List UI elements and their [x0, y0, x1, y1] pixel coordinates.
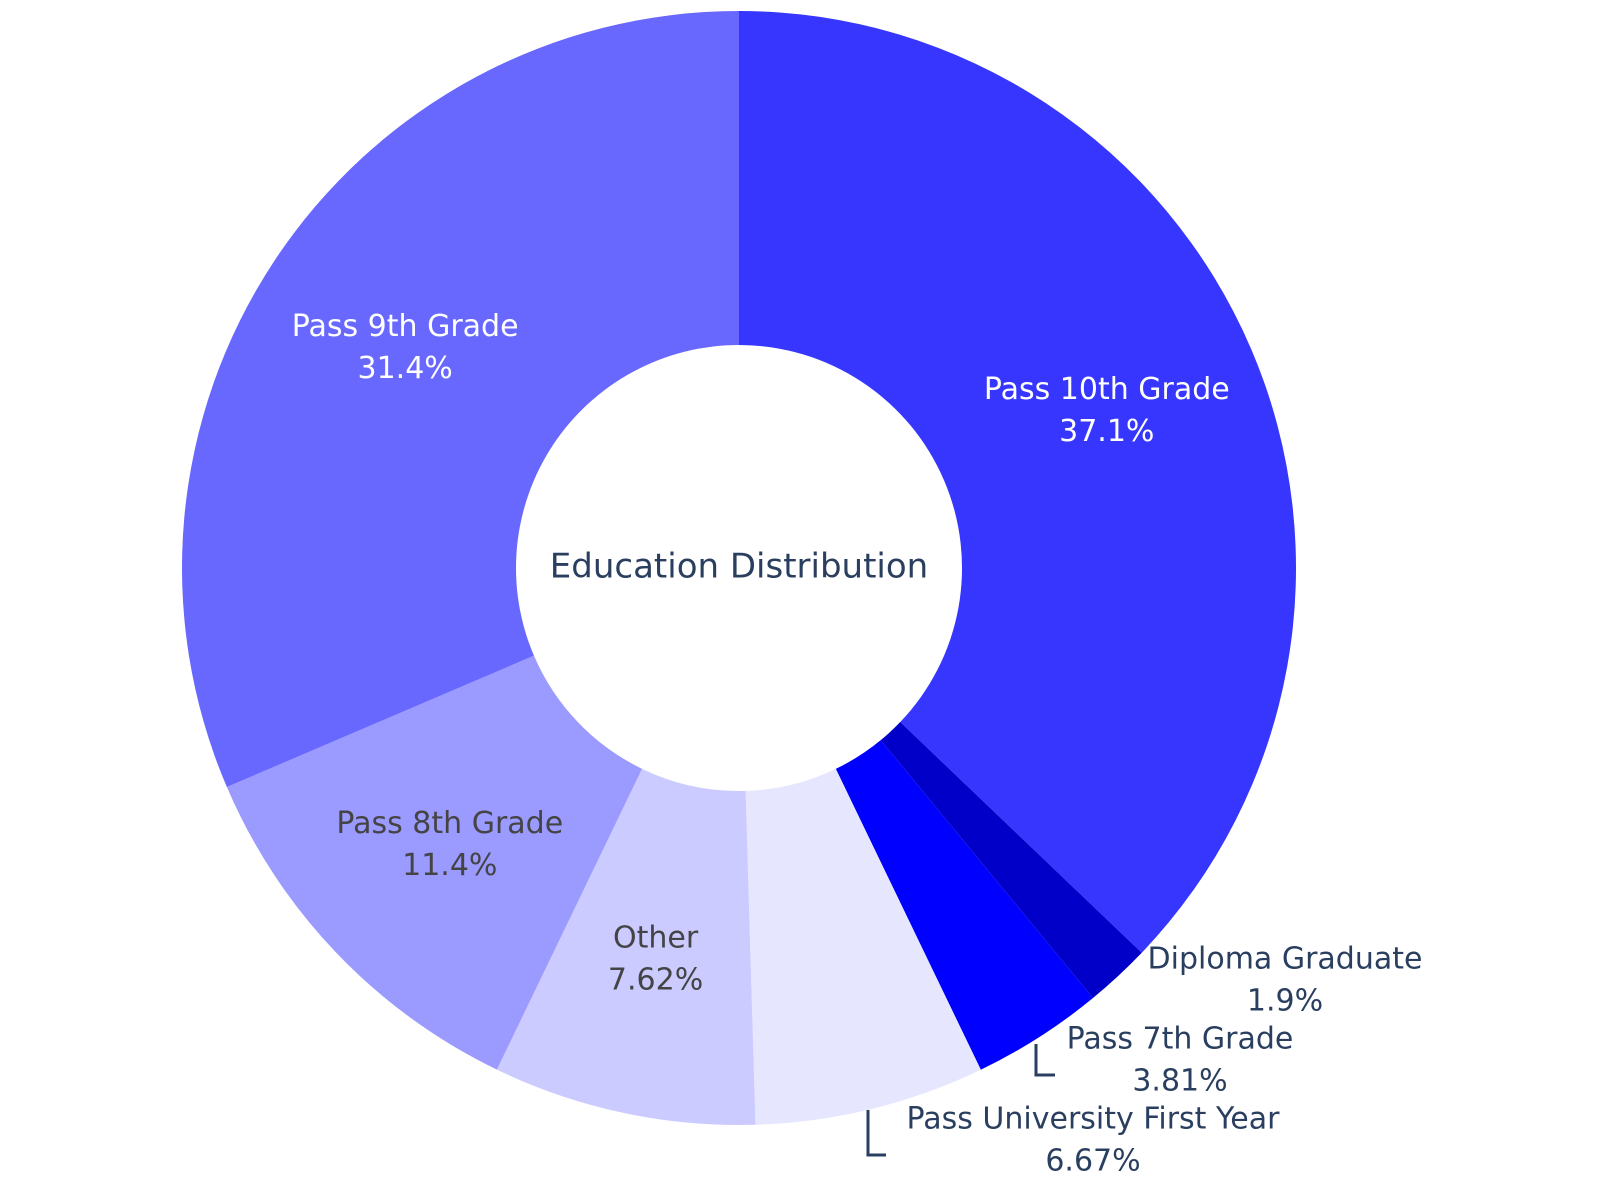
slice-percent-pass-7th-grade: 3.81%: [1132, 1064, 1227, 1099]
slice-label-diploma-graduate: Diploma Graduate: [1148, 942, 1423, 977]
slice-label-pass-9th-grade: Pass 9th Grade: [292, 309, 519, 344]
slice-percent-pass-9th-grade: 31.4%: [357, 351, 452, 386]
slices-layer: [182, 11, 1297, 1126]
slice-pass-7th-grade[interactable]: [835, 740, 1093, 1070]
slice-percent-pass-8th-grade: 11.4%: [402, 848, 497, 883]
slice-label-pass-10th-grade: Pass 10th Grade: [984, 372, 1230, 407]
slice-pass-9th-grade[interactable]: [182, 11, 739, 788]
slice-percent-pass-10th-grade: 37.1%: [1059, 414, 1154, 449]
chart-title: Education Distribution: [550, 547, 928, 587]
slice-label-pass-8th-grade: Pass 8th Grade: [336, 806, 563, 841]
slice-pass-university-first-year[interactable]: [745, 768, 981, 1125]
leader-line-pass-university-first-year: [866, 1110, 886, 1157]
slice-label-other: Other: [613, 921, 699, 956]
slice-label-pass-university-first-year: Pass University First Year: [907, 1102, 1281, 1137]
slice-label-pass-7th-grade: Pass 7th Grade: [1067, 1022, 1294, 1057]
slice-percent-pass-university-first-year: 6.67%: [1045, 1144, 1140, 1179]
slice-diploma-graduate[interactable]: [880, 722, 1142, 999]
slice-percent-other: 7.62%: [608, 963, 703, 998]
slice-pass-8th-grade[interactable]: [226, 655, 643, 1070]
slice-other[interactable]: [496, 768, 756, 1126]
slice-percent-diploma-graduate: 1.9%: [1247, 984, 1323, 1019]
leader-line-pass-7th-grade: [1034, 1044, 1055, 1077]
slice-pass-10th-grade[interactable]: [739, 11, 1297, 953]
labels-layer: Pass 10th Grade 37.1% Diploma Graduate 1.9%…: [292, 309, 1423, 1178]
